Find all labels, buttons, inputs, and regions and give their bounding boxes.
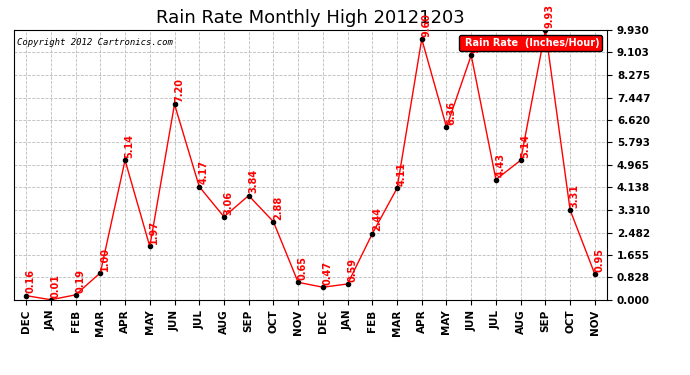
Text: 0.47: 0.47 [322,261,333,285]
Text: 0.19: 0.19 [75,268,85,292]
Text: Copyright 2012 Cartronics.com: Copyright 2012 Cartronics.com [17,38,172,47]
Text: 9.93: 9.93 [545,4,555,28]
Text: 0.01: 0.01 [50,273,60,297]
Text: 0.65: 0.65 [297,256,308,280]
Text: 3.84: 3.84 [248,169,258,194]
Text: 2.88: 2.88 [273,195,283,219]
Text: 4.43: 4.43 [495,153,505,177]
Text: 0.59: 0.59 [347,258,357,282]
Text: 6.36: 6.36 [446,101,456,125]
Text: 9: 9 [471,46,481,53]
Text: 4.17: 4.17 [199,160,208,184]
Text: 0.16: 0.16 [26,270,36,294]
Text: 1.97: 1.97 [149,220,159,244]
Text: 3.31: 3.31 [569,184,580,208]
Text: 5.14: 5.14 [520,134,530,158]
Text: 0.95: 0.95 [594,248,604,272]
Text: 5.14: 5.14 [124,134,135,158]
Text: 2.44: 2.44 [372,207,382,231]
Title: Rain Rate Monthly High 20121203: Rain Rate Monthly High 20121203 [156,9,465,27]
Legend: Rain Rate  (Inches/Hour): Rain Rate (Inches/Hour) [459,35,602,51]
Text: 4.11: 4.11 [397,162,406,186]
Text: 9.60: 9.60 [421,13,431,37]
Text: 3.06: 3.06 [224,190,233,214]
Text: 7.20: 7.20 [174,78,184,102]
Text: 1.00: 1.00 [100,247,110,271]
